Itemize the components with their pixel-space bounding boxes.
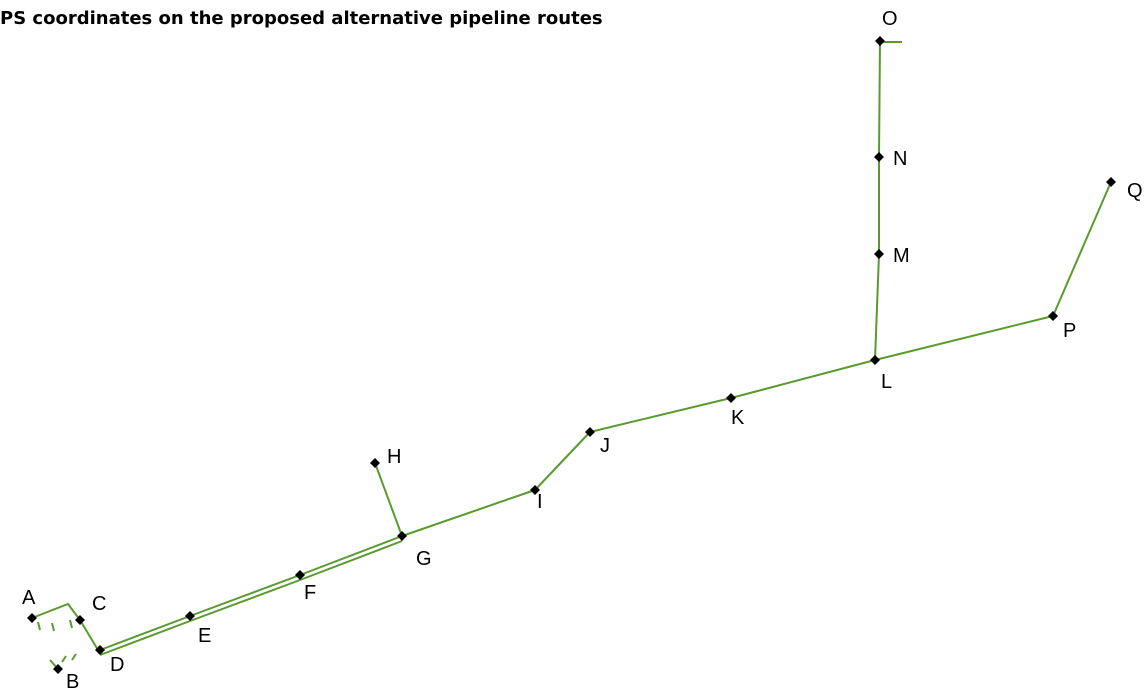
point-marker-l[interactable] (870, 355, 880, 365)
point-marker-c[interactable] (75, 615, 85, 625)
route-segment-k-l (730, 359, 876, 399)
point-label-b: B (66, 671, 79, 693)
point-marker-f[interactable] (295, 570, 305, 580)
point-label-p: P (1063, 320, 1076, 342)
point-labels: A B C D E F G H I J K L M N O P Q (22, 8, 1143, 693)
route-points (27, 36, 1116, 674)
point-marker-p[interactable] (1048, 311, 1058, 321)
map-title: PS coordinates on the proposed alternati… (0, 8, 603, 29)
route-feeder-ticks (37, 619, 77, 663)
point-marker-j[interactable] (585, 427, 595, 437)
route-segment-l-p (874, 315, 1054, 361)
point-label-e: E (198, 625, 211, 647)
point-label-j: J (600, 435, 610, 457)
point-label-a: A (22, 587, 36, 609)
route-feeder-ac (31, 602, 99, 651)
point-label-f: F (304, 582, 316, 604)
point-marker-d[interactable] (95, 645, 105, 655)
route-segment-n-o (878, 40, 881, 158)
point-label-d: D (110, 654, 124, 676)
point-label-l: L (881, 371, 892, 393)
route-segment-e-f (189, 574, 301, 617)
point-marker-e[interactable] (185, 611, 195, 621)
route-segments (99, 40, 1112, 656)
route-segment-g-h (374, 462, 403, 537)
route-segment-d-e (99, 615, 191, 651)
point-marker-m[interactable] (874, 249, 884, 259)
route-segment-parallel-e-f (189, 579, 301, 622)
point-marker-n[interactable] (874, 152, 884, 162)
point-label-m: M (893, 245, 910, 267)
point-marker-q[interactable] (1106, 177, 1116, 187)
point-label-c: C (92, 593, 106, 615)
point-marker-o[interactable] (875, 36, 885, 46)
route-segment-f-g (299, 535, 403, 576)
route-segment-g-i (401, 489, 536, 537)
route-segment-l-m (874, 253, 880, 361)
point-marker-a[interactable] (27, 613, 37, 623)
point-label-i: I (537, 491, 543, 513)
point-label-o: O (882, 8, 898, 30)
route-segment-parallel-d-e (99, 620, 191, 656)
point-marker-k[interactable] (726, 393, 736, 403)
point-label-n: N (893, 148, 907, 170)
point-label-g: G (416, 548, 432, 570)
route-segment-i-j (534, 431, 591, 491)
route-segment-j-k (589, 397, 732, 433)
route-segment-p-q (1052, 181, 1112, 317)
point-marker-i[interactable] (530, 485, 540, 495)
point-label-q: Q (1127, 180, 1143, 202)
point-marker-b[interactable] (53, 664, 63, 674)
route-segment-parallel-f-g (299, 540, 403, 581)
point-marker-h[interactable] (370, 458, 380, 468)
point-marker-g[interactable] (397, 531, 407, 541)
pipeline-routes (31, 41, 902, 670)
point-label-h: H (387, 446, 401, 468)
point-label-k: K (731, 407, 745, 429)
